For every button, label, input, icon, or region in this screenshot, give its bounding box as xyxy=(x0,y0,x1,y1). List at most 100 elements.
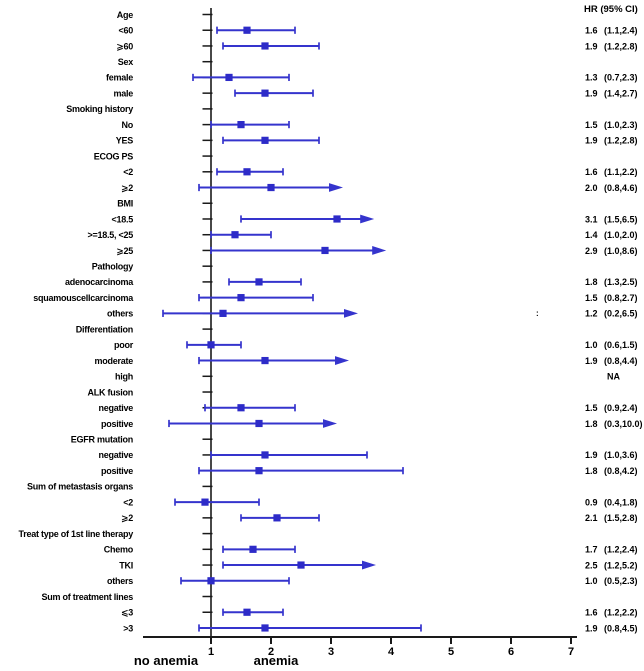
x-axis-tick-label: 5 xyxy=(448,646,454,658)
estimate-marker xyxy=(243,608,251,616)
row-item-label: negative xyxy=(98,403,133,413)
row-group-label: ECOG PS xyxy=(94,151,134,161)
row-item-label: high xyxy=(115,372,133,382)
row-item-label: adenocarcinoma xyxy=(65,277,134,287)
row-item-label: ⩾60 xyxy=(116,41,133,51)
hr-value: 1.9 xyxy=(585,41,598,51)
estimate-marker xyxy=(255,278,263,286)
estimate-marker xyxy=(261,624,269,632)
hr-value: 1.0 xyxy=(585,576,598,586)
hr-value: 1.8 xyxy=(585,277,598,287)
row-group-label: Age xyxy=(117,10,133,20)
row-item-label: <2 xyxy=(123,497,133,507)
ci-value: (0.7,2.3) xyxy=(604,73,638,83)
ci-arrowhead xyxy=(323,419,337,428)
ci-value: (0.8,4.5) xyxy=(604,623,638,633)
estimate-marker xyxy=(249,545,257,553)
estimate-marker xyxy=(207,577,215,585)
estimate-marker xyxy=(261,136,269,144)
hr-value: 3.1 xyxy=(585,214,598,224)
estimate-marker xyxy=(243,168,251,176)
row-item-label: others xyxy=(107,309,133,319)
row-item-label: >3 xyxy=(123,623,133,633)
ci-value: (1.4,2.7) xyxy=(604,88,638,98)
ci-value: (1.2,2.8) xyxy=(604,136,638,146)
hr-value: 2.1 xyxy=(585,513,598,523)
ci-value: (1.0,8.6) xyxy=(604,246,638,256)
x-axis-tick-label: 6 xyxy=(508,646,514,658)
hr-value: 1.9 xyxy=(585,623,598,633)
ci-arrowhead xyxy=(362,560,376,570)
ci-value: (1.5,6.5) xyxy=(604,214,638,224)
ci-value: (0.8,4.4) xyxy=(604,356,638,366)
row-item-label: negative xyxy=(98,450,133,460)
row-group-label: ALK fusion xyxy=(88,387,134,397)
stray-colon-artifact: : xyxy=(536,309,539,318)
hr-value: 1.9 xyxy=(585,88,598,98)
estimate-marker xyxy=(297,561,305,569)
estimate-marker xyxy=(219,309,227,317)
hr-value: 2.9 xyxy=(585,246,598,256)
row-group-label: Sum of treatment lines xyxy=(41,592,133,602)
ci-value: (1.2,2.8) xyxy=(604,41,638,51)
hr-value: 0.9 xyxy=(585,497,598,507)
ci-value: (1.1,2.4) xyxy=(604,26,638,36)
hr-value: 1.3 xyxy=(585,73,598,83)
row-group-label: EGFR mutation xyxy=(71,435,133,445)
estimate-marker xyxy=(231,231,239,239)
x-axis-label-anemia: anemia xyxy=(254,653,300,668)
estimate-marker xyxy=(267,183,275,192)
ci-value: (0.8,4.6) xyxy=(604,183,638,193)
estimate-marker xyxy=(201,498,209,506)
row-item-label: positive xyxy=(101,419,133,429)
ci-value: (1.0,2.3) xyxy=(604,120,638,130)
ci-value: (0.9,2.4) xyxy=(604,403,638,413)
estimate-marker xyxy=(207,341,215,349)
hr-value: 1.6 xyxy=(585,608,598,618)
ci-value: (1.5,2.8) xyxy=(604,513,638,523)
row-item-label: male xyxy=(113,88,133,98)
row-group-label: Sex xyxy=(118,57,134,67)
row-group-label: BMI xyxy=(117,199,133,209)
estimate-marker xyxy=(321,246,329,255)
row-item-label: <2 xyxy=(123,167,133,177)
row-group-label: Differentiation xyxy=(76,324,133,334)
estimate-marker xyxy=(333,215,341,223)
estimate-marker xyxy=(273,514,281,522)
row-item-label: squamouscellcarcinoma xyxy=(33,293,134,303)
hr-value: 1.6 xyxy=(585,26,598,36)
row-item-label: TKI xyxy=(119,560,133,570)
hr-value: 1.0 xyxy=(585,340,598,350)
row-item-label: ⩾25 xyxy=(116,246,133,256)
ci-value: (0.5,2.3) xyxy=(604,576,638,586)
hr-value: 1.4 xyxy=(585,230,598,240)
estimate-marker xyxy=(255,467,263,475)
hr-value: 2.5 xyxy=(585,560,598,570)
hr-value: 1.5 xyxy=(585,293,598,303)
ci-value: (1.2,2.4) xyxy=(604,545,638,555)
hr-value: 1.2 xyxy=(585,309,598,319)
row-item-label: ⩽3 xyxy=(121,608,133,618)
row-item-label: positive xyxy=(101,466,133,476)
hr-value: 1.9 xyxy=(585,136,598,146)
hr-value: 1.5 xyxy=(585,403,598,413)
na-value: NA xyxy=(607,372,620,382)
ci-value: (0.2,6.5) xyxy=(604,309,638,319)
hr-value: 1.5 xyxy=(585,120,598,130)
estimate-marker xyxy=(261,89,269,97)
row-item-label: poor xyxy=(114,340,134,350)
estimate-marker xyxy=(261,356,269,365)
estimate-marker xyxy=(237,121,245,129)
row-item-label: No xyxy=(122,120,134,130)
row-group-label: Smoking history xyxy=(66,104,133,114)
row-item-label: Chemo xyxy=(104,545,134,555)
ci-value: (0.3,10.0) xyxy=(604,419,643,429)
x-axis-tick-label: 7 xyxy=(568,646,574,658)
ci-value: (0.8,4.2) xyxy=(604,466,638,476)
hr-value: 1.9 xyxy=(585,356,598,366)
hr-value: 1.8 xyxy=(585,466,598,476)
row-item-label: <60 xyxy=(118,26,133,36)
ci-arrowhead xyxy=(329,183,343,192)
estimate-marker xyxy=(225,73,233,82)
